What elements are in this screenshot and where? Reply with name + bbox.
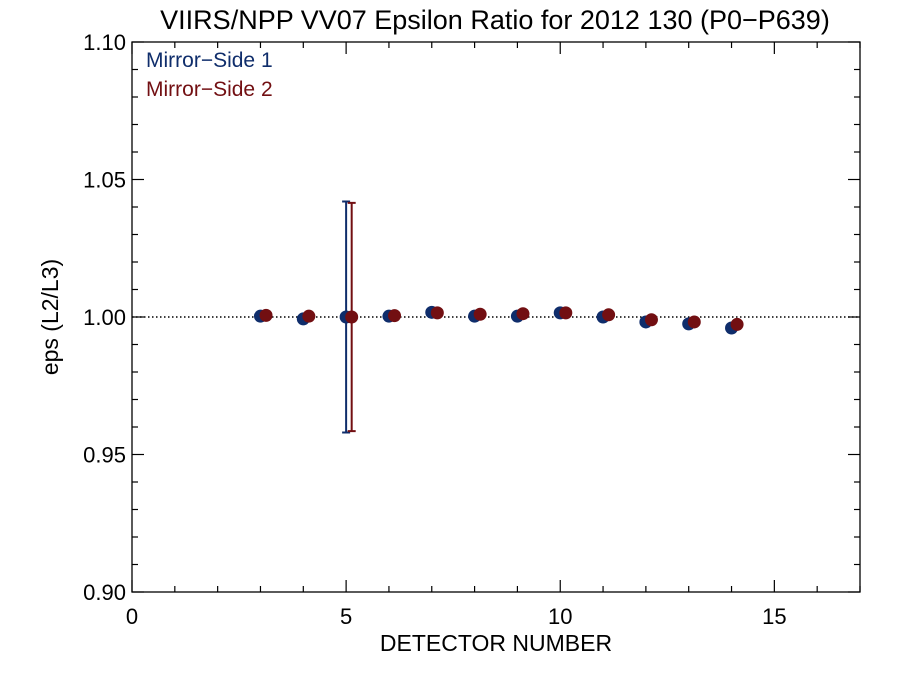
y-tick-label: 1.10 [83,30,126,55]
x-tick-label: 10 [548,604,572,629]
y-tick-label: 1.05 [83,168,126,193]
x-tick-label: 15 [762,604,786,629]
x-tick-label: 0 [126,604,138,629]
y-axis-label: eps (L2/L3) [37,259,63,375]
data-point-series-2 [559,306,573,320]
legend-entry-mirror-side-1: Mirror−Side 1 [146,49,273,72]
legend-entry-mirror-side-2: Mirror−Side 2 [146,78,273,101]
y-tick-label: 0.95 [83,443,126,468]
data-point-series-2 [644,313,658,327]
data-point-series-2 [687,315,701,329]
data-point-series-2 [473,307,487,321]
chart-title: VIIRS/NPP VV07 Epsilon Ratio for 2012 13… [160,5,830,35]
x-tick-label: 5 [340,604,352,629]
x-axis-label: DETECTOR NUMBER [380,630,612,656]
data-point-series-2 [730,317,744,331]
data-point-series-2 [388,309,402,323]
y-tick-label: 0.90 [83,580,126,605]
data-point-series-2 [602,308,616,322]
data-point-series-2 [430,306,444,320]
data-points [253,305,744,335]
data-point-series-2 [259,308,273,322]
tick-labels: 0 5 10 15 0.90 0.95 1.00 1.05 1.10 [83,30,786,629]
data-point-series-2 [516,307,530,321]
y-tick-label: 1.00 [83,305,126,330]
data-point-series-2 [302,309,316,323]
axis-ticks [131,41,861,593]
data-point-series-2 [345,310,359,324]
